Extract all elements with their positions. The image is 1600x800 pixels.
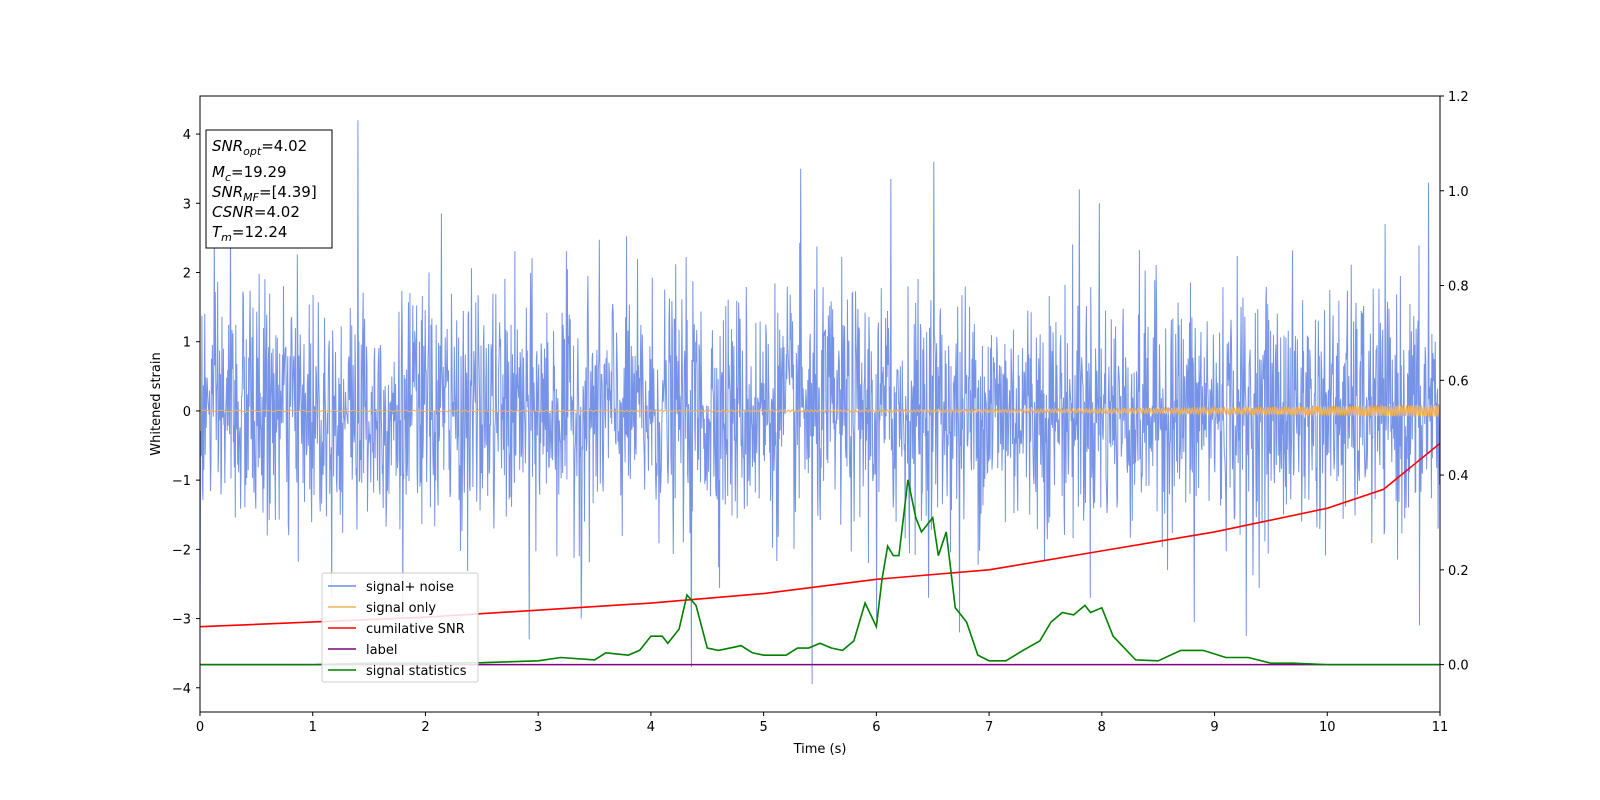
plot-frame <box>199 95 1441 713</box>
info-tm: Tm=12.24 <box>212 223 287 244</box>
x-tick-label: 0 <box>196 720 204 735</box>
series-cumulative-snr-line <box>200 442 1440 628</box>
x-tick-label: 11 <box>1432 720 1449 735</box>
y2-tick-label: 1.0 <box>1448 185 1469 200</box>
info-box: SNRopt=4.02 Mc=19.29 SNRMF=[4.39] CSNR=4… <box>205 129 333 249</box>
legend-label-signal-noise: signal+ noise <box>366 580 454 595</box>
legend-frame <box>321 572 479 683</box>
x-tick-label: 9 <box>1210 720 1218 735</box>
x-axis-label: Time (s) <box>793 742 847 757</box>
info-snr-opt: SNRopt=4.02 <box>212 137 307 158</box>
x-tick-label: 8 <box>1098 720 1106 735</box>
y2-tick-label: 0.0 <box>1448 659 1469 674</box>
y2-tick-label: 0.6 <box>1448 374 1469 389</box>
y-tick-label: −4 <box>172 682 191 697</box>
legend-label-cumulative-snr: cumilative SNR <box>366 622 465 637</box>
y-tick-label: 0 <box>183 405 191 420</box>
legend-label-signal-statistics: signal statistics <box>366 664 467 679</box>
y-tick-label: −3 <box>172 613 191 628</box>
y-tick-label: 2 <box>183 266 191 281</box>
legend: signal+ noise signal only cumilative SNR… <box>321 572 479 683</box>
y-tick-label: 3 <box>183 197 191 212</box>
x-tick-label: 2 <box>421 720 429 735</box>
y-tick-label: 4 <box>183 128 191 143</box>
y2-tick-label: 0.8 <box>1448 280 1469 295</box>
series-signal-only-line <box>200 404 1440 418</box>
info-box-frame <box>205 129 333 249</box>
legend-label-label: label <box>366 643 397 658</box>
y-tick-label: −2 <box>172 543 191 558</box>
x-tick-label: 5 <box>759 720 767 735</box>
x-tick-label: 7 <box>985 720 993 735</box>
y2-tick-label: 0.4 <box>1448 469 1469 484</box>
y-axis-label: Whitened strain <box>149 352 164 455</box>
axes: 0 1 2 3 4 5 6 7 8 9 10 11 −4 −3 −2 −1 0 1 2 3 4 0.0 0.2 0.4 0.6 0… <box>172 90 1469 735</box>
series-signal-noise-line <box>200 120 1440 685</box>
y2-tick-label: 0.2 <box>1448 564 1469 579</box>
x-tick-label: 1 <box>309 720 317 735</box>
series-signal-statistics-line <box>200 479 1440 666</box>
info-snr-mf: SNRMF=[4.39] <box>212 183 317 204</box>
x-tick-label: 3 <box>534 720 542 735</box>
x-tick-label: 4 <box>647 720 655 735</box>
x-tick-label: 10 <box>1319 720 1336 735</box>
info-mc: Mc=19.29 <box>212 163 287 184</box>
info-csnr: CSNR=4.02 <box>212 203 300 221</box>
x-tick-label: 6 <box>872 720 880 735</box>
y-tick-label: 1 <box>183 336 191 351</box>
legend-label-signal-only: signal only <box>366 601 436 616</box>
y2-tick-label: 1.2 <box>1448 90 1469 105</box>
y-tick-label: −1 <box>172 474 191 489</box>
